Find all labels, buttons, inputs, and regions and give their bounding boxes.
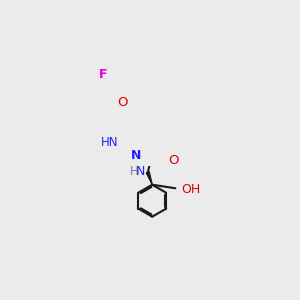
Text: N: N (131, 148, 141, 162)
Text: F: F (99, 68, 107, 81)
Text: O: O (117, 96, 128, 109)
Text: H: H (130, 165, 139, 178)
Polygon shape (146, 172, 152, 185)
Text: HN: HN (101, 136, 119, 149)
Text: O: O (168, 154, 179, 167)
Text: N: N (135, 165, 145, 178)
Text: OH: OH (182, 183, 201, 196)
